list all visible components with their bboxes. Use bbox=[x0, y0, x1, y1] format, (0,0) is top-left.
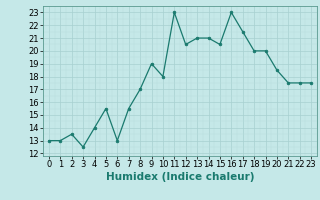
X-axis label: Humidex (Indice chaleur): Humidex (Indice chaleur) bbox=[106, 172, 254, 182]
